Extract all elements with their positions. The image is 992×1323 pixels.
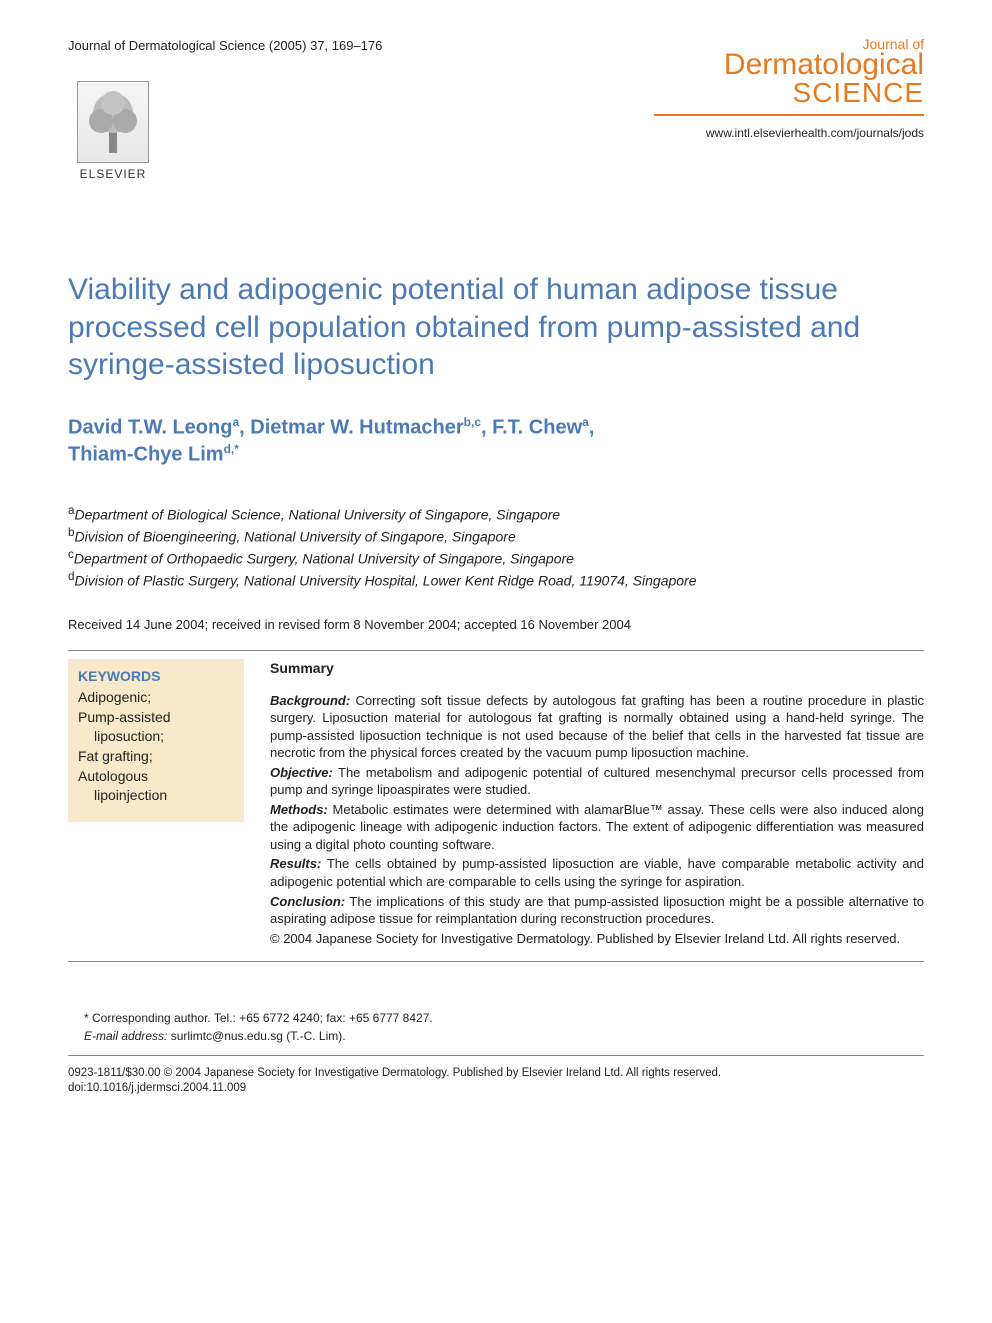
author-1: David T.W. Leong xyxy=(68,416,232,438)
keywords-column: KEYWORDS Adipogenic; Pump-assisted lipos… xyxy=(68,659,244,822)
keyword-item: liposuction; xyxy=(78,727,234,747)
pubinfo-line1: 0923-1811/$30.00 © 2004 Japanese Society… xyxy=(68,1066,924,1082)
summary-copyright: © 2004 Japanese Society for Investigativ… xyxy=(270,930,924,948)
email-label: E-mail address: xyxy=(84,1029,167,1043)
header-right: Journal of Dermatological SCIENCE www.in… xyxy=(654,38,924,140)
corresponding-symbol: * xyxy=(234,442,239,456)
summary-heading: Summary xyxy=(270,659,924,678)
elsevier-wordmark: ELSEVIER xyxy=(80,167,147,181)
author-4: Thiam-Chye Lim xyxy=(68,444,224,466)
journal-logo-underline xyxy=(654,114,924,116)
elsevier-logo: ELSEVIER xyxy=(68,71,158,181)
email-address[interactable]: surlimtc@nus.edu.sg (T.-C. Lim). xyxy=(167,1029,345,1043)
abstract-box: KEYWORDS Adipogenic; Pump-assisted lipos… xyxy=(68,650,924,963)
author-1-affil: a xyxy=(232,415,239,429)
page-header: Journal of Dermatological Science (2005)… xyxy=(68,38,924,181)
publication-info: 0923-1811/$30.00 © 2004 Japanese Society… xyxy=(68,1066,924,1097)
affiliation-b: bDivision of Bioengineering, National Un… xyxy=(68,525,924,547)
article-dates: Received 14 June 2004; received in revis… xyxy=(68,617,924,632)
summary-methods: Methods: Metabolic estimates were determ… xyxy=(270,801,924,854)
affiliation-a: aDepartment of Biological Science, Natio… xyxy=(68,503,924,525)
keyword-item: Autologous xyxy=(78,767,234,787)
affiliation-d: dDivision of Plastic Surgery, National U… xyxy=(68,569,924,591)
keywords-heading: KEYWORDS xyxy=(78,667,234,687)
corresponding-author-note: * Corresponding author. Tel.: +65 6772 4… xyxy=(68,1010,924,1027)
authors-block: David T.W. Leonga, Dietmar W. Hutmacherb… xyxy=(68,414,924,469)
affiliation-c: cDepartment of Orthopaedic Surgery, Nati… xyxy=(68,547,924,569)
summary-background: Background: Correcting soft tissue defec… xyxy=(270,692,924,762)
footnotes-block: * Corresponding author. Tel.: +65 6772 4… xyxy=(68,1010,924,1056)
keyword-item: lipoinjection xyxy=(78,786,234,806)
keyword-item: Adipogenic; xyxy=(78,688,234,708)
pubinfo-doi: doi:10.1016/j.jdermsci.2004.11.009 xyxy=(68,1081,924,1097)
author-3: F.T. Chew xyxy=(492,416,582,438)
summary-results: Results: The cells obtained by pump-assi… xyxy=(270,855,924,890)
journal-logo-line3: SCIENCE xyxy=(724,80,924,107)
header-left: Journal of Dermatological Science (2005)… xyxy=(68,38,382,181)
keyword-item: Fat grafting; xyxy=(78,747,234,767)
journal-logo: Journal of Dermatological SCIENCE xyxy=(724,38,924,106)
elsevier-tree-icon xyxy=(77,81,149,163)
email-line: E-mail address: surlimtc@nus.edu.sg (T.-… xyxy=(68,1028,924,1045)
summary-column: Summary Background: Correcting soft tiss… xyxy=(244,659,924,950)
journal-logo-line2: Dermatological xyxy=(724,51,924,80)
author-3-affil: a xyxy=(582,415,589,429)
article-title: Viability and adipogenic potential of hu… xyxy=(68,271,924,384)
affiliations-block: aDepartment of Biological Science, Natio… xyxy=(68,503,924,591)
author-2-affil: b,c xyxy=(464,415,481,429)
author-4-affil: d, xyxy=(224,442,235,456)
keyword-item: Pump-assisted xyxy=(78,708,234,728)
summary-objective: Objective: The metabolism and adipogenic… xyxy=(270,764,924,799)
journal-reference: Journal of Dermatological Science (2005)… xyxy=(68,38,382,53)
author-2: Dietmar W. Hutmacher xyxy=(250,416,463,438)
summary-conclusion: Conclusion: The implications of this stu… xyxy=(270,893,924,928)
journal-url[interactable]: www.intl.elsevierhealth.com/journals/jod… xyxy=(706,126,924,140)
